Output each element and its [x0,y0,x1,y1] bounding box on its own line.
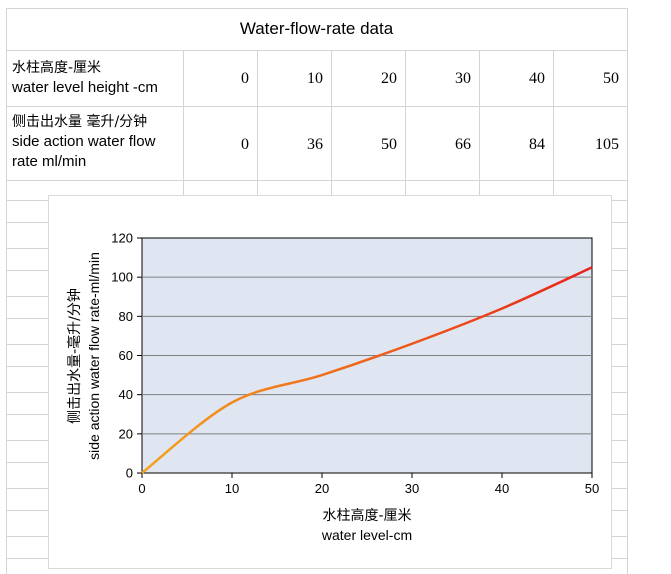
series-line [141,266,593,474]
table-cell: 0 [241,136,249,153]
table-title: Water-flow-rate data [239,19,394,38]
table-cell: 40 [529,70,545,87]
x-tick-label: 10 [225,481,239,496]
y-tick-label: 120 [111,231,133,246]
row-label-en: side action water flow [12,133,156,150]
y-tick-label: 40 [119,387,133,402]
gridlines [142,276,592,435]
row-label-zh: 侧击出水量 毫升/分钟 [12,114,148,130]
table-cell: 66 [455,136,471,153]
table-cell: 0 [241,70,249,87]
table-row-water-level: 水柱高度-厘米 water level height -cm 0 10 20 3… [6,52,627,106]
axis-ticks: 0 20 40 60 80 100 120 0 10 20 30 40 50 [111,231,599,497]
x-tick-label: 0 [138,481,145,496]
y-axis-title-en: side action water flow rate-ml/min [86,252,102,460]
y-tick-label: 100 [111,270,133,285]
y-tick-label: 0 [126,466,133,481]
y-tick-label: 20 [119,426,133,441]
row-label: 水柱高度-厘米 water level height -cm [6,52,183,106]
x-tick-label: 30 [405,481,419,496]
chart[interactable]: 0 20 40 60 80 100 120 0 10 20 30 40 50 水柱高度-厘米 water… [48,195,612,569]
x-tick-label: 50 [585,481,599,496]
table-cell: 50 [603,70,619,87]
x-axis-title-en: water level-cm [321,527,412,543]
row-label-en: rate ml/min [12,153,87,170]
row-label-zh: 水柱高度-厘米 [12,60,102,76]
x-tick-label: 40 [495,481,509,496]
table-cell: 36 [307,136,323,153]
table-cell: 84 [529,136,545,153]
x-tick-label: 20 [315,481,329,496]
x-axis-title-zh: 水柱高度-厘米 [322,507,411,524]
y-tick-label: 80 [119,309,133,324]
chart-svg: 0 20 40 60 80 100 120 0 10 20 30 40 50 水柱高度-厘米 water… [66,231,599,544]
table-cell: 10 [307,70,323,87]
table-cell: 30 [455,70,471,87]
table-cell: 50 [381,136,397,153]
y-axis-title-zh: 侧击出水量-毫升/分钟 [66,288,83,424]
row-label: 侧击出水量 毫升/分钟 side action water flow rate … [6,106,183,180]
table-row-flow-rate: 侧击出水量 毫升/分钟 side action water flow rate … [6,106,627,180]
table-cell: 105 [595,136,619,153]
row-label-en: water level height -cm [12,79,158,96]
table-cell: 20 [381,70,397,87]
y-tick-label: 60 [119,348,133,363]
